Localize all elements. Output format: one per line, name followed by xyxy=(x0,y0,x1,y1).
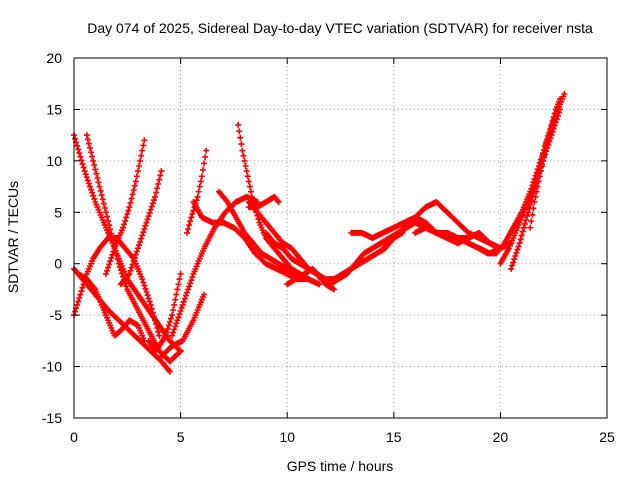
x-axis-label: GPS time / hours xyxy=(287,458,394,474)
x-tick-label: 15 xyxy=(386,429,402,445)
x-tick-label: 25 xyxy=(599,429,615,445)
data-series xyxy=(71,91,568,375)
series-markers xyxy=(145,271,184,355)
series-markers xyxy=(216,188,323,288)
series-arc-20 xyxy=(380,199,504,252)
chart-title: Day 074 of 2025, Sidereal Day-to-day VTE… xyxy=(87,20,593,36)
series-arc-06 xyxy=(103,137,148,277)
series-markers xyxy=(380,199,504,252)
series-arc-11 xyxy=(169,193,261,339)
grid-lines xyxy=(74,58,607,418)
y-tick-label: 15 xyxy=(46,101,62,117)
series-arc-05 xyxy=(75,271,148,344)
x-tick-label: 20 xyxy=(493,429,509,445)
plot-frame xyxy=(73,57,608,419)
y-tick-label: -5 xyxy=(50,307,63,323)
axis-ticks: 0 5 10 15 20 25 -15 -10 -5 0 5 10 15 20 xyxy=(42,50,615,445)
series-markers xyxy=(245,193,282,211)
series-markers xyxy=(117,168,165,288)
x-tick-label: 0 xyxy=(70,429,78,445)
series-arc-14 xyxy=(216,188,323,288)
series-arc-09 xyxy=(184,147,210,236)
series-markers xyxy=(75,271,148,344)
series-markers xyxy=(158,291,208,360)
y-tick-label: 10 xyxy=(46,153,62,169)
y-tick-label: -10 xyxy=(42,359,62,375)
y-tick-label: 5 xyxy=(54,204,62,220)
series-arc-07 xyxy=(117,168,165,288)
y-tick-label: -15 xyxy=(42,410,62,426)
series-markers xyxy=(184,147,210,236)
series-arc-16 xyxy=(245,193,282,211)
x-tick-label: 5 xyxy=(177,429,185,445)
series-markers xyxy=(348,214,504,252)
series-arc-10 xyxy=(158,291,208,360)
series-markers xyxy=(169,193,261,339)
x-tick-label: 10 xyxy=(279,429,295,445)
series-markers xyxy=(103,137,148,277)
series-arc-19 xyxy=(348,214,504,252)
series-markers xyxy=(508,116,557,272)
series-arc-08 xyxy=(145,271,184,355)
series-arc-25 xyxy=(508,116,557,272)
y-axis-label: SDTVAR / TECUs xyxy=(5,181,21,293)
series-arc-03 xyxy=(83,132,184,365)
series-markers xyxy=(83,132,184,365)
y-tick-label: 20 xyxy=(46,50,62,66)
y-tick-label: 0 xyxy=(54,256,62,272)
